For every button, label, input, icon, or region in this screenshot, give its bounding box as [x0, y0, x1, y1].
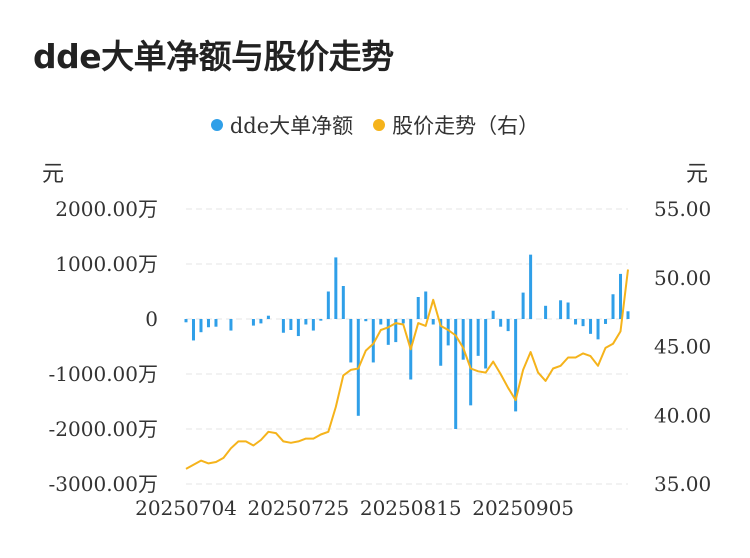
bar [266, 315, 270, 319]
legend-dot-icon [210, 119, 223, 131]
bar [394, 319, 398, 343]
bar [446, 319, 450, 346]
bar [416, 297, 420, 319]
bar [319, 319, 323, 321]
bar [184, 319, 188, 323]
bar [589, 319, 593, 334]
bar [566, 302, 570, 319]
bar [259, 319, 263, 324]
bar [296, 319, 300, 337]
left-tick-label: 0 [145, 307, 158, 331]
right-tick-label: 55.00 [654, 197, 711, 221]
bar [304, 319, 308, 325]
bar [469, 319, 473, 406]
x-tick-label: 20250815 [360, 496, 462, 520]
legend-dot-icon [373, 119, 386, 131]
x-tick-label: 20250725 [247, 496, 349, 520]
bar [491, 310, 495, 319]
bar [371, 319, 375, 363]
bar [596, 319, 600, 340]
legend-label-dde: dde大单净额 [229, 114, 354, 138]
bar [476, 319, 480, 356]
bar [289, 319, 293, 330]
legend-label-price: 股价走势（右） [392, 114, 540, 138]
bar [619, 273, 623, 319]
bar [379, 319, 383, 325]
bar [544, 305, 548, 319]
bar [581, 319, 585, 327]
left-tick-label: -1000.00万 [49, 362, 158, 386]
legend-item-dde[interactable]: dde大单净额 [210, 110, 354, 140]
bar [521, 292, 525, 319]
price-line [185, 269, 629, 470]
x-tick-label: 20250905 [472, 496, 574, 520]
bar [326, 291, 330, 319]
bar [514, 319, 518, 412]
bar [199, 319, 203, 333]
bar [214, 319, 218, 327]
x-tick-label: 20250704 [135, 496, 237, 520]
bar [461, 319, 465, 360]
right-tick-label: 40.00 [654, 403, 711, 427]
left-tick-label: -2000.00万 [49, 417, 158, 441]
bar [281, 319, 285, 333]
bar [229, 319, 233, 331]
bar [349, 319, 353, 363]
right-axis-unit: 元 [685, 162, 708, 187]
bar [191, 319, 195, 341]
bar [334, 257, 338, 319]
chart-title: dde大单净额与股价走势 [33, 37, 394, 76]
bar [499, 319, 503, 327]
bar [574, 319, 578, 325]
bar [484, 319, 488, 369]
left-tick-label: 2000.00万 [55, 197, 158, 221]
bar [401, 319, 405, 324]
bar [454, 319, 458, 429]
left-tick-label: -3000.00万 [49, 472, 158, 496]
left-tick-label: 1000.00万 [55, 252, 158, 276]
bar [529, 254, 533, 319]
bar [439, 319, 443, 366]
right-tick-label: 35.00 [654, 472, 711, 496]
bar [626, 311, 630, 319]
bar [424, 291, 428, 319]
bar [206, 319, 210, 328]
bar [559, 300, 563, 319]
bar [386, 319, 390, 345]
bar [611, 294, 615, 319]
legend: dde大单净额 股价走势（右） [0, 110, 750, 140]
bar [431, 319, 435, 325]
legend-item-price[interactable]: 股价走势（右） [373, 110, 539, 140]
right-tick-label: 45.00 [654, 335, 711, 359]
bar [506, 319, 510, 332]
bar [251, 319, 255, 326]
bar [364, 319, 368, 322]
left-axis-unit: 元 [42, 162, 65, 187]
right-tick-label: 50.00 [654, 266, 711, 290]
bar [604, 319, 608, 324]
bar [341, 286, 345, 319]
bar [311, 319, 315, 331]
